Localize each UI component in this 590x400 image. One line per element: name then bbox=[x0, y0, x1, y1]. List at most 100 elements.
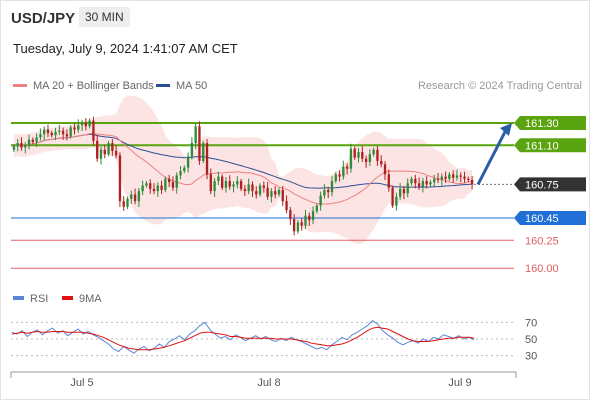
candle-body bbox=[311, 211, 315, 221]
candle-body bbox=[429, 182, 432, 185]
candle-body bbox=[88, 120, 91, 127]
level-label: 161.30 bbox=[525, 118, 559, 130]
bollinger-bands bbox=[13, 95, 473, 245]
candle-body bbox=[152, 188, 156, 192]
candle-body bbox=[213, 181, 216, 192]
candle-body bbox=[126, 198, 129, 207]
level-label-box bbox=[514, 210, 586, 225]
candle-body bbox=[232, 184, 235, 187]
level-label: 160.45 bbox=[525, 213, 559, 225]
time-axis: Jul 5 Jul 8 Jul 9 bbox=[10, 371, 517, 389]
candle-body bbox=[467, 178, 470, 180]
candle-body bbox=[387, 174, 390, 188]
candle-body bbox=[194, 126, 197, 144]
candle-body bbox=[183, 167, 186, 171]
candle-body bbox=[149, 183, 152, 189]
candle-body bbox=[65, 134, 69, 137]
candle-body bbox=[281, 190, 284, 202]
candle-body bbox=[266, 187, 269, 197]
ma20-label: MA 20 + Bollinger Bands bbox=[33, 80, 154, 92]
rsi-tick-label: 70 bbox=[525, 317, 537, 329]
candle-body bbox=[364, 158, 368, 163]
candle-body bbox=[103, 149, 106, 155]
candle-body bbox=[186, 156, 190, 168]
candle-body bbox=[16, 143, 19, 147]
candle-body bbox=[368, 154, 372, 163]
candle-body bbox=[133, 194, 137, 202]
candle-body bbox=[308, 215, 311, 221]
candle-body bbox=[111, 143, 114, 151]
candle-body bbox=[50, 133, 53, 136]
candle-body bbox=[357, 152, 360, 158]
candle-body bbox=[190, 143, 194, 157]
forecast-arrow bbox=[476, 122, 512, 186]
candle-body bbox=[58, 130, 61, 132]
bollinger-band-area bbox=[13, 95, 473, 245]
candle-body bbox=[402, 188, 406, 194]
candle-body bbox=[114, 150, 118, 156]
candle-body bbox=[156, 185, 159, 192]
candle-body bbox=[92, 120, 95, 141]
candle-body bbox=[345, 166, 349, 169]
candle-body bbox=[270, 191, 273, 197]
candle-body bbox=[448, 174, 451, 179]
candle-body bbox=[330, 181, 334, 193]
candle-body bbox=[39, 134, 42, 138]
candle-body bbox=[406, 183, 409, 194]
candle-body bbox=[463, 176, 466, 179]
ma9-swatch bbox=[62, 296, 73, 301]
rsi-line bbox=[11, 320, 475, 354]
candle-body bbox=[35, 137, 38, 142]
rsi-swatch bbox=[13, 296, 24, 301]
candle-body bbox=[410, 178, 413, 184]
candle-body bbox=[380, 160, 383, 165]
legend-9ma: 9MA bbox=[62, 293, 102, 305]
ma20-line bbox=[13, 132, 473, 205]
ma20-swatch bbox=[13, 83, 27, 87]
candle-body bbox=[436, 178, 440, 180]
candle-body bbox=[243, 188, 247, 192]
chart-header: USD/JPY 30 MIN bbox=[0, 0, 590, 36]
candle-body bbox=[383, 164, 387, 175]
candle-body bbox=[175, 175, 178, 188]
x-tick-label: Jul 5 bbox=[70, 377, 93, 389]
candle-body bbox=[444, 176, 447, 179]
level-label-box bbox=[514, 115, 586, 130]
price-levels bbox=[11, 121, 514, 269]
candle-body bbox=[239, 181, 243, 189]
rsi-ma-line bbox=[11, 326, 475, 351]
candle-body bbox=[376, 149, 379, 161]
candle-body bbox=[24, 145, 27, 148]
candle-body bbox=[334, 174, 337, 182]
candle-body bbox=[425, 181, 428, 185]
candle-body bbox=[130, 194, 133, 199]
candle-body bbox=[77, 125, 80, 130]
candle-body bbox=[247, 184, 250, 192]
candle-body bbox=[224, 181, 228, 188]
candle-body bbox=[122, 201, 125, 207]
candle-body bbox=[338, 174, 341, 177]
ma50-label: MA 50 bbox=[176, 80, 208, 92]
candle-body bbox=[433, 178, 436, 183]
candle-body bbox=[20, 143, 23, 148]
candle-body bbox=[107, 143, 110, 155]
ma50-line bbox=[13, 133, 473, 189]
candle-body bbox=[353, 148, 356, 158]
legend-rsi: RSI bbox=[13, 293, 48, 305]
candle-body bbox=[164, 178, 167, 190]
candle-body bbox=[118, 155, 122, 202]
rsi-tick-label: 50 bbox=[525, 334, 537, 346]
forecast-arrow-shaft bbox=[476, 129, 508, 186]
ma50-swatch bbox=[156, 83, 170, 87]
timeframe-badge[interactable]: 30 MIN bbox=[79, 7, 130, 27]
candle-body bbox=[319, 195, 322, 206]
candle-body bbox=[289, 210, 292, 220]
candle-body bbox=[80, 122, 84, 126]
legend-ma20: MA 20 + Bollinger Bands bbox=[13, 80, 154, 92]
candle-body bbox=[137, 191, 141, 202]
forecast-arrow-head bbox=[500, 122, 512, 136]
candle-body bbox=[54, 131, 57, 136]
candle-body bbox=[202, 143, 205, 161]
candle-body bbox=[414, 178, 417, 184]
